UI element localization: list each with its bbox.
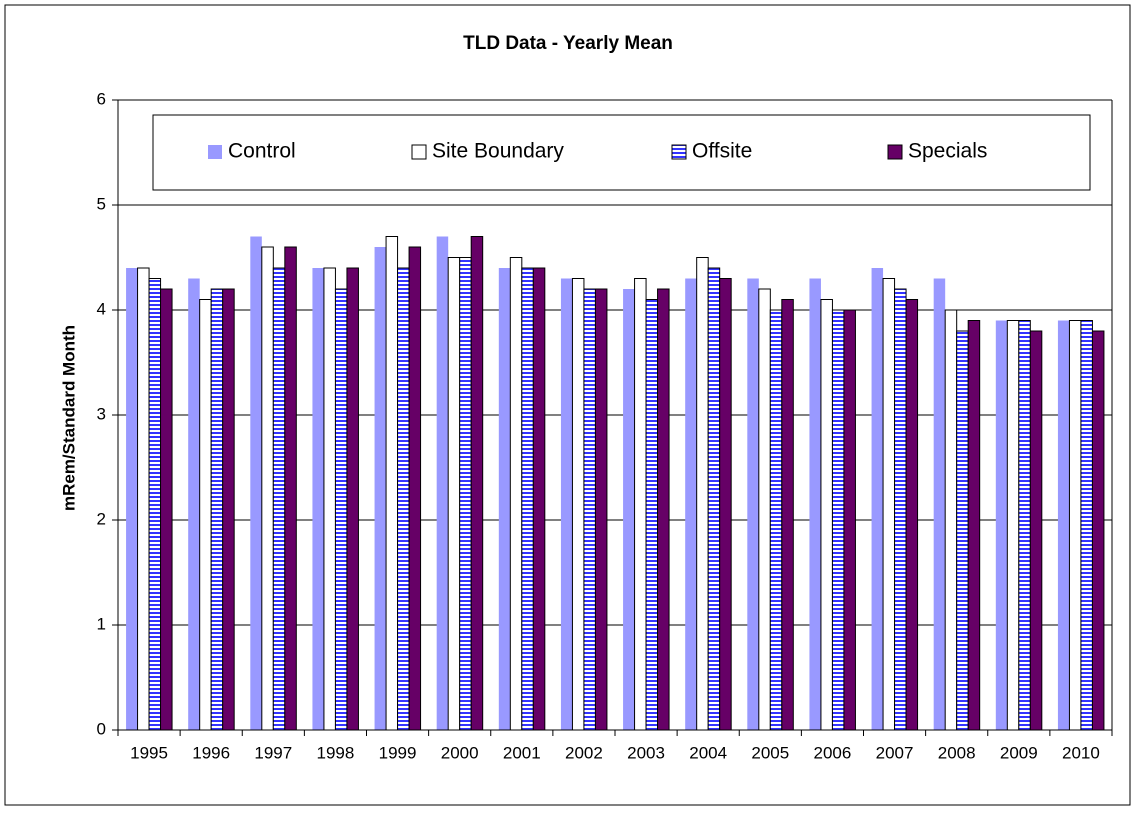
bar: [188, 278, 200, 730]
y-tick-label: 1: [97, 614, 106, 633]
bar: [809, 278, 821, 730]
bar: [995, 320, 1008, 730]
bar: [758, 288, 771, 731]
y-axis-label: mRem/Standard Month: [59, 325, 78, 511]
bar: [623, 289, 635, 730]
chart-title: TLD Data - Yearly Mean: [463, 33, 673, 54]
x-tick-label: 1996: [192, 743, 230, 762]
bar: [532, 267, 546, 731]
legend-label: Control: [228, 140, 296, 163]
bar: [1080, 320, 1093, 731]
bar: [210, 288, 224, 731]
bar: [148, 278, 162, 731]
x-tick-label: 1997: [254, 743, 292, 762]
bar: [346, 267, 359, 731]
x-tick-label: 1999: [379, 743, 417, 762]
bar: [843, 309, 856, 731]
bar: [126, 268, 138, 730]
legend-swatch: [208, 145, 222, 159]
x-tick-label: 1998: [317, 743, 355, 762]
bar: [160, 288, 173, 731]
x-tick-label: 2004: [689, 743, 727, 762]
y-tick-label: 6: [97, 89, 106, 108]
bar: [447, 257, 461, 731]
bar: [894, 288, 907, 731]
bar: [397, 267, 410, 731]
bar: [323, 267, 336, 731]
bar: [905, 299, 919, 731]
bar: [312, 268, 324, 730]
legend-swatch: [411, 144, 427, 160]
bar: [781, 299, 794, 731]
bar: [831, 309, 845, 731]
bar: [436, 236, 449, 730]
bar: [820, 299, 833, 731]
bar: [521, 267, 534, 731]
bar: [250, 236, 262, 730]
bar: [1068, 320, 1082, 731]
legend-label: Offsite: [692, 140, 752, 163]
x-tick-label: 2010: [1062, 743, 1100, 762]
y-tick-label: 4: [97, 299, 106, 318]
bar: [509, 257, 523, 731]
bar: [385, 236, 399, 731]
bar: [1018, 320, 1031, 731]
x-tick-label: 2002: [565, 743, 603, 762]
bar: [696, 257, 709, 731]
legend-box: [152, 114, 1091, 191]
bar: [1029, 330, 1043, 731]
bar: [1057, 320, 1070, 730]
bar: [284, 246, 297, 731]
bar: [571, 278, 585, 731]
bar: [199, 299, 212, 731]
bar: [747, 278, 759, 730]
legend-swatch: [887, 144, 903, 160]
bar: [719, 278, 732, 731]
y-tick-label: 2: [97, 509, 106, 528]
bar: [374, 247, 387, 730]
legend-label: Specials: [908, 140, 987, 163]
bar: [459, 257, 472, 731]
bar: [645, 299, 659, 731]
bar: [222, 288, 235, 731]
bar: [882, 278, 896, 731]
bar: [657, 288, 670, 731]
x-tick-label: 2006: [814, 743, 852, 762]
bar: [334, 288, 348, 731]
bar: [272, 267, 286, 731]
bar: [769, 309, 783, 731]
bar: [261, 246, 274, 731]
x-tick-label: 2005: [751, 743, 789, 762]
bar: [933, 278, 946, 730]
y-tick-label: 5: [97, 194, 106, 213]
x-tick-label: 2003: [627, 743, 665, 762]
bar: [871, 268, 884, 730]
y-tick-label: 3: [97, 404, 106, 423]
x-tick-label: 2009: [1000, 743, 1038, 762]
x-tick-label: 2008: [938, 743, 976, 762]
bar: [583, 288, 596, 731]
bar: [707, 267, 721, 731]
bar: [498, 268, 511, 730]
bar: [634, 278, 647, 731]
bar: [967, 320, 981, 731]
x-tick-label: 1995: [130, 743, 168, 762]
x-tick-label: 2001: [503, 743, 541, 762]
bar: [137, 267, 150, 731]
bar: [470, 236, 484, 731]
bar: [1091, 330, 1105, 731]
x-tick-label: 2000: [441, 743, 479, 762]
bar: [594, 288, 608, 731]
legend-swatch: [671, 144, 687, 160]
bar: [560, 278, 573, 730]
x-tick-label: 2007: [876, 743, 914, 762]
bar: [1006, 320, 1020, 731]
bar: [944, 309, 958, 731]
bar: [956, 330, 969, 731]
bar: [685, 278, 697, 730]
legend-label: Site Boundary: [432, 140, 564, 163]
y-tick-label: 0: [97, 719, 106, 738]
bar: [408, 246, 422, 731]
